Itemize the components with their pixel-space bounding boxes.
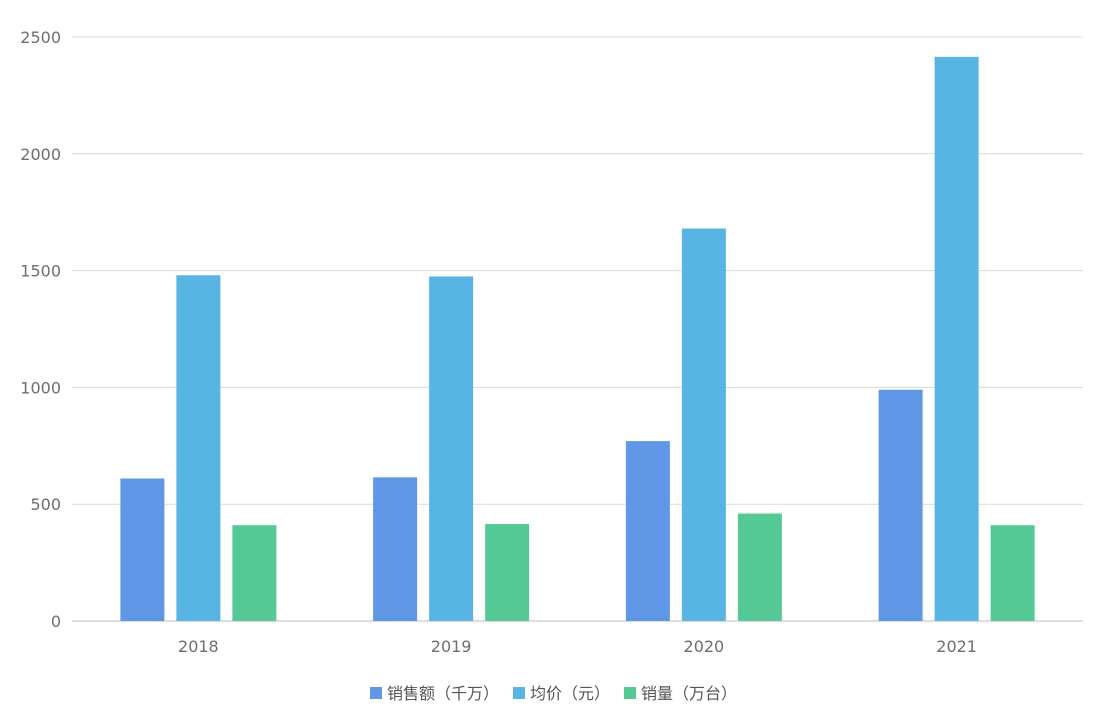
- legend-label: 销售额（千万）: [387, 684, 499, 703]
- legend-label: 均价（元）: [530, 684, 610, 703]
- x-axis-ticks: 2018 2019 2020 2021: [178, 637, 977, 656]
- x-tick-label: 2021: [936, 637, 977, 656]
- y-tick-label: 1500: [20, 262, 61, 281]
- bar-2019-series-2: [485, 524, 530, 621]
- x-tick-label: 2019: [431, 637, 472, 656]
- bar-2018-series-2: [232, 525, 277, 621]
- bar-2020-series-2: [737, 513, 782, 621]
- x-tick-label: 2020: [684, 637, 725, 656]
- bar-2019-series-1: [429, 276, 474, 621]
- bar-2020-series-0: [625, 441, 670, 621]
- bar-2020-series-1: [681, 228, 726, 621]
- gridlines: [72, 36, 1083, 622]
- bars: [120, 56, 1035, 621]
- legend-swatch: [513, 687, 525, 699]
- bar-2019-series-0: [373, 477, 418, 621]
- legend-label: 销量（万台）: [641, 684, 737, 703]
- x-tick-label: 2018: [178, 637, 219, 656]
- bar-2021-series-1: [934, 56, 979, 621]
- y-tick-label: 2500: [20, 28, 61, 47]
- bar-2018-series-0: [120, 478, 165, 621]
- legend-swatch: [370, 687, 382, 699]
- y-tick-label: 500: [30, 495, 61, 514]
- bar-2021-series-0: [878, 389, 923, 621]
- y-axis-ticks: 0 500 1000 1500 2000 2500: [20, 28, 61, 631]
- legend: 销售额（千万） 均价（元） 销量（万台）: [370, 684, 737, 703]
- bar-2021-series-2: [990, 525, 1035, 621]
- bar-2018-series-1: [176, 275, 221, 621]
- y-tick-label: 0: [51, 612, 61, 631]
- y-tick-label: 2000: [20, 145, 61, 164]
- y-tick-label: 1000: [20, 378, 61, 397]
- legend-swatch: [624, 687, 636, 699]
